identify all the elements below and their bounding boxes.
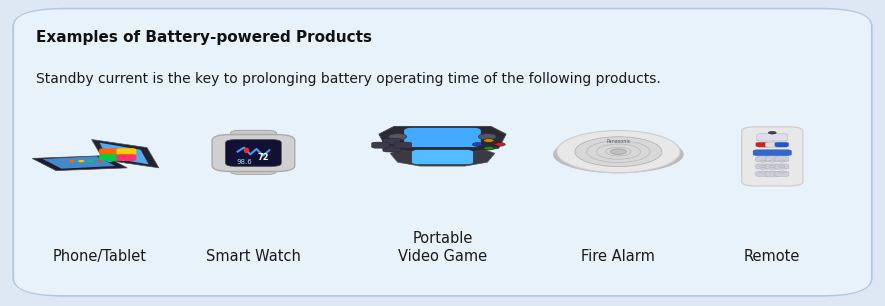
FancyBboxPatch shape xyxy=(412,150,473,165)
FancyBboxPatch shape xyxy=(749,129,801,185)
FancyBboxPatch shape xyxy=(99,148,119,155)
Circle shape xyxy=(106,160,113,162)
Circle shape xyxy=(88,160,94,162)
Circle shape xyxy=(495,143,505,146)
Circle shape xyxy=(769,171,775,173)
FancyBboxPatch shape xyxy=(212,135,295,171)
FancyBboxPatch shape xyxy=(756,157,770,162)
FancyBboxPatch shape xyxy=(774,171,789,176)
Circle shape xyxy=(769,160,775,162)
Text: Fire Alarm: Fire Alarm xyxy=(581,249,655,264)
Circle shape xyxy=(759,171,766,173)
Circle shape xyxy=(575,137,662,166)
Circle shape xyxy=(779,171,785,173)
FancyBboxPatch shape xyxy=(766,164,780,169)
Text: Phone/Tablet: Phone/Tablet xyxy=(52,249,147,264)
FancyBboxPatch shape xyxy=(226,140,281,166)
Circle shape xyxy=(97,160,104,162)
Circle shape xyxy=(768,131,776,134)
Circle shape xyxy=(557,131,681,173)
Circle shape xyxy=(473,143,483,146)
FancyBboxPatch shape xyxy=(774,149,789,155)
FancyBboxPatch shape xyxy=(99,154,119,161)
FancyBboxPatch shape xyxy=(766,149,780,155)
Text: Standby current is the key to prolonging battery operating time of the following: Standby current is the key to prolonging… xyxy=(36,72,661,86)
FancyBboxPatch shape xyxy=(753,150,792,156)
Circle shape xyxy=(759,160,766,162)
FancyBboxPatch shape xyxy=(383,138,401,144)
FancyBboxPatch shape xyxy=(766,142,780,147)
FancyBboxPatch shape xyxy=(757,134,788,141)
FancyBboxPatch shape xyxy=(756,149,770,155)
Polygon shape xyxy=(379,126,506,152)
Text: Remote: Remote xyxy=(744,249,800,264)
FancyBboxPatch shape xyxy=(117,154,136,161)
FancyBboxPatch shape xyxy=(742,127,803,186)
Ellipse shape xyxy=(553,136,684,173)
Text: Panasonic: Panasonic xyxy=(606,139,631,144)
Polygon shape xyxy=(390,149,495,166)
Circle shape xyxy=(611,149,627,154)
FancyBboxPatch shape xyxy=(774,157,789,162)
FancyBboxPatch shape xyxy=(766,157,780,162)
FancyBboxPatch shape xyxy=(230,162,276,174)
FancyBboxPatch shape xyxy=(756,164,770,169)
FancyBboxPatch shape xyxy=(766,171,780,176)
Circle shape xyxy=(779,160,785,162)
FancyBboxPatch shape xyxy=(230,130,276,143)
Circle shape xyxy=(769,166,775,168)
Polygon shape xyxy=(32,156,127,170)
Circle shape xyxy=(69,160,75,162)
Text: Examples of Battery-powered Products: Examples of Battery-powered Products xyxy=(36,30,373,45)
FancyBboxPatch shape xyxy=(756,171,770,176)
Text: 98.6: 98.6 xyxy=(236,159,251,165)
Circle shape xyxy=(78,160,84,162)
FancyBboxPatch shape xyxy=(404,127,481,147)
FancyBboxPatch shape xyxy=(13,9,872,296)
Circle shape xyxy=(779,166,785,168)
Polygon shape xyxy=(92,140,159,168)
Text: Portable
Video Game: Portable Video Game xyxy=(398,230,487,264)
Text: 72: 72 xyxy=(258,153,269,162)
FancyBboxPatch shape xyxy=(774,164,789,169)
FancyBboxPatch shape xyxy=(394,142,412,148)
Polygon shape xyxy=(99,143,149,164)
FancyBboxPatch shape xyxy=(774,142,789,147)
Circle shape xyxy=(759,166,766,168)
FancyBboxPatch shape xyxy=(117,148,136,155)
Circle shape xyxy=(389,134,406,140)
Circle shape xyxy=(483,139,494,142)
Circle shape xyxy=(483,146,494,150)
Text: Smart Watch: Smart Watch xyxy=(206,249,301,264)
FancyBboxPatch shape xyxy=(756,142,770,147)
FancyBboxPatch shape xyxy=(383,146,401,152)
FancyBboxPatch shape xyxy=(372,142,389,148)
FancyBboxPatch shape xyxy=(14,9,871,295)
Polygon shape xyxy=(42,156,115,169)
Circle shape xyxy=(479,134,496,140)
